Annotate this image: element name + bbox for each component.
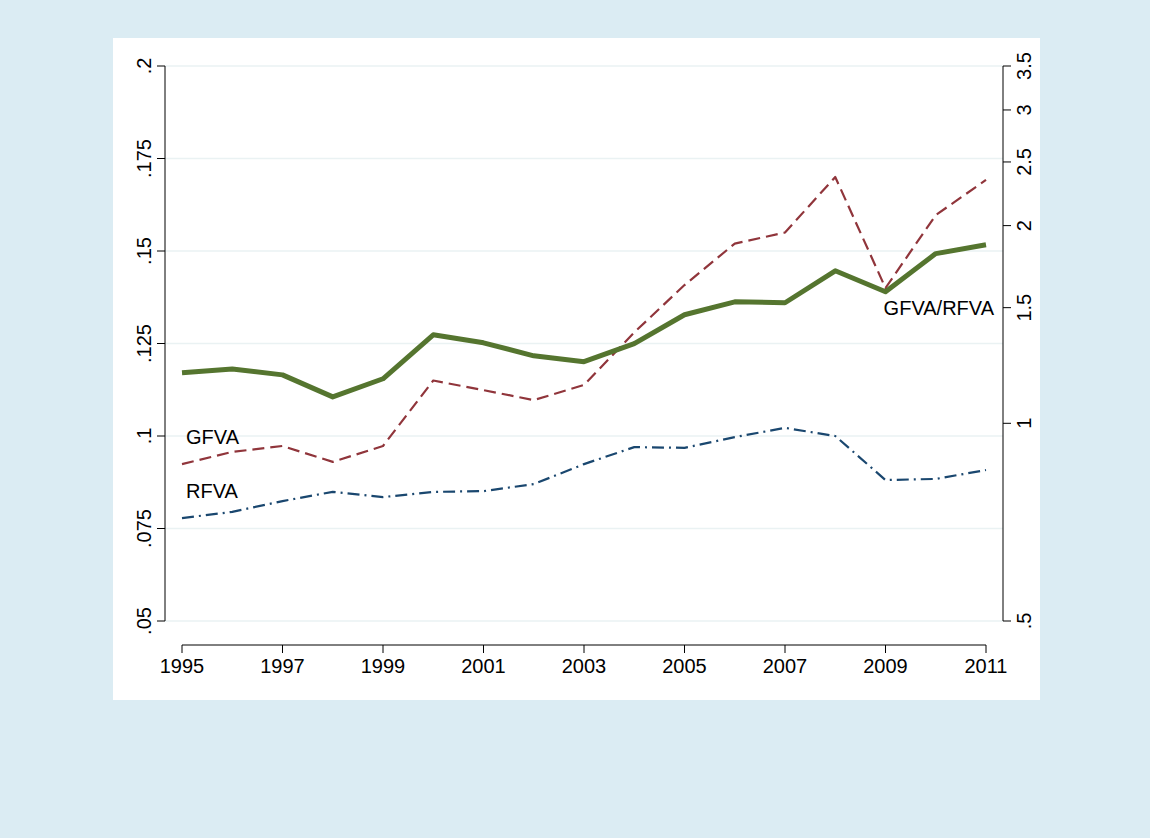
y2-tick: [1003, 66, 1011, 67]
x-tick: [785, 645, 786, 653]
y-tick: [157, 436, 165, 437]
x-tick-label: 1995: [160, 655, 205, 677]
y2-tick: [1003, 621, 1011, 622]
x-tick: [282, 645, 283, 653]
series-label: GFVA/RFVA: [884, 297, 995, 319]
x-tick: [383, 645, 384, 653]
y-tick-label: .075: [133, 509, 155, 548]
x-tick: [684, 645, 685, 653]
series-label: GFVA: [186, 426, 240, 448]
series-line: [182, 428, 986, 518]
x-tick-label: 2007: [763, 655, 808, 677]
x-tick: [885, 645, 886, 653]
y2-tick-label: 1.5: [1013, 294, 1035, 322]
y2-tick: [1003, 225, 1011, 226]
grid-line: [165, 435, 1003, 437]
x-tick-label: 2011: [964, 655, 1007, 677]
x-tick-label: 1999: [361, 655, 406, 677]
grid-line: [165, 250, 1003, 252]
grid-line: [165, 343, 1003, 345]
y2-tick-label: 3.5: [1013, 52, 1035, 80]
grid-line: [165, 620, 1003, 622]
y-tick-label: .15: [133, 237, 155, 265]
y-tick-label: .2: [133, 58, 155, 75]
y-tick: [157, 528, 165, 529]
chart: .05 .075 .1 .125 .15 .175 .2 .5 1 1.5 2 2.5 3 3.5 1995…: [0, 0, 1150, 838]
y-tick: [157, 66, 165, 67]
series-group: [182, 177, 986, 518]
y2-tick-label: .5: [1013, 613, 1035, 630]
y-tick: [157, 621, 165, 622]
y2-tick-label: 1: [1013, 418, 1035, 429]
y-tick-label: .05: [133, 607, 155, 635]
x-tick-label: 2003: [562, 655, 607, 677]
y2-tick: [1003, 307, 1011, 308]
series-label: RFVA: [186, 480, 239, 502]
grid-line: [165, 158, 1003, 160]
y-tick: [157, 158, 165, 159]
series-line: [182, 245, 986, 397]
grid-line: [165, 528, 1003, 530]
x-tick: [986, 645, 987, 653]
x-tick-label: 2001: [461, 655, 506, 677]
y2-tick: [1003, 109, 1011, 110]
grid-line: [165, 65, 1003, 67]
y2-tick-label: 3: [1013, 104, 1035, 115]
y2-tick-label: 2.5: [1013, 148, 1035, 176]
series-line: [182, 177, 986, 464]
y-tick: [157, 251, 165, 252]
y-tick: [157, 343, 165, 344]
x-tick-label: 2009: [863, 655, 908, 677]
background: [0, 0, 1150, 838]
x-tick: [584, 645, 585, 653]
y2-tick-label: 2: [1013, 220, 1035, 231]
y2-tick: [1003, 161, 1011, 162]
x-tick-label: 2005: [662, 655, 707, 677]
y-tick-label: .1: [133, 428, 155, 445]
y-tick-label: .125: [133, 324, 155, 363]
y2-axis: [1003, 66, 1004, 621]
y-tick-label: .175: [133, 139, 155, 178]
x-tick: [483, 645, 484, 653]
x-tick: [182, 645, 183, 653]
x-tick-label: 1997: [260, 655, 305, 677]
plot-region: [113, 38, 1040, 700]
y2-tick: [1003, 423, 1011, 424]
